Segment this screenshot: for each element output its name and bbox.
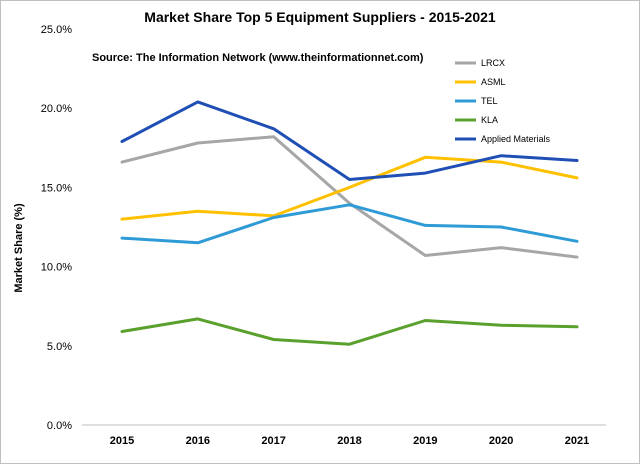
series-line-kla — [120, 317, 579, 346]
x-tick-label: 2019 — [413, 435, 437, 447]
y-tick-label: 15.0% — [41, 182, 72, 194]
chart-title: Market Share Top 5 Equipment Suppliers -… — [144, 9, 496, 25]
series-lines — [120, 100, 579, 346]
y-axis-label: Market Share (%) — [13, 203, 25, 293]
series-line-lrcx — [120, 135, 579, 259]
series-line-applied-materials — [120, 100, 579, 181]
legend-item: KLA — [455, 115, 498, 125]
legend-item: TEL — [455, 96, 498, 106]
chart-subtitle: Source: The Information Network (www.the… — [92, 52, 424, 64]
x-tick-label: 2018 — [337, 435, 361, 447]
legend-label: TEL — [481, 96, 498, 106]
legend-label: KLA — [481, 115, 498, 125]
x-tick-label: 2016 — [186, 435, 210, 447]
legend-item: Applied Materials — [455, 134, 551, 144]
series-line-asml — [120, 155, 579, 221]
series-line-tel — [120, 203, 579, 245]
legend: LRCX ASML TEL KLA Applied Materials — [455, 58, 551, 144]
axes: 0.0% 5.0% 10.0% 15.0% 20.0% 25.0% 2015 2016 2017… — [41, 24, 606, 447]
legend-item: ASML — [455, 77, 506, 87]
legend-item: LRCX — [455, 58, 505, 68]
y-tick-label: 25.0% — [41, 24, 72, 36]
x-tick-label: 2021 — [565, 435, 589, 447]
y-tick-label: 0.0% — [47, 420, 72, 432]
y-tick-label: 20.0% — [41, 103, 72, 115]
y-tick-label: 10.0% — [41, 262, 72, 274]
x-tick-label: 2020 — [489, 435, 513, 447]
legend-label: LRCX — [481, 58, 505, 68]
x-tick-label: 2015 — [110, 435, 134, 447]
x-tick-label: 2017 — [261, 435, 285, 447]
y-tick-label: 5.0% — [47, 341, 72, 353]
legend-label: ASML — [481, 77, 506, 87]
legend-label: Applied Materials — [481, 134, 551, 144]
